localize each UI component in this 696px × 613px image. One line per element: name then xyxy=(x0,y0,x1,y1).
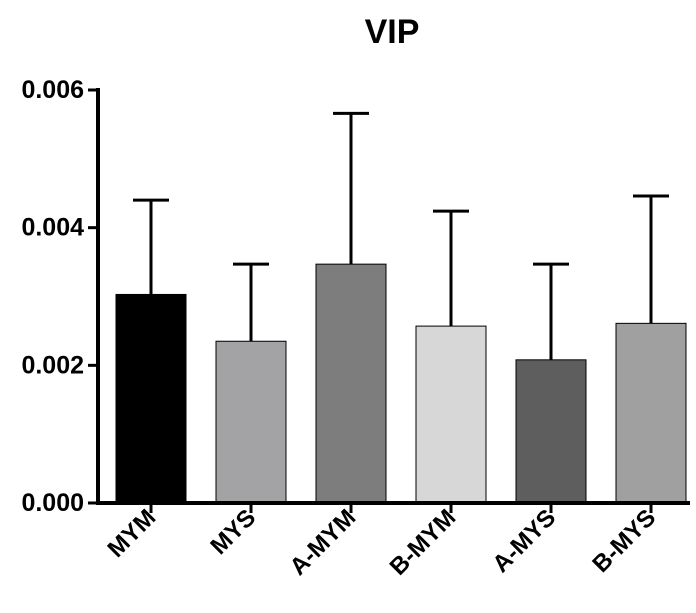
x-tick-label-a-mys: A-MYS xyxy=(487,504,561,578)
x-tick-label-mys: MYS xyxy=(205,504,261,560)
bar-a-mys xyxy=(515,359,587,504)
y-tick-label-0: 0.000 xyxy=(21,489,84,517)
y-tick-label-3: 0.006 xyxy=(21,76,84,104)
chart-title: VIP xyxy=(365,13,420,51)
x-tick-label-a-mym: A-MYM xyxy=(285,504,362,581)
x-tick-label-b-mys: B-MYS xyxy=(587,504,661,578)
bar-mym xyxy=(115,293,187,504)
bars-group xyxy=(115,263,687,504)
y-axis: 0.000 0.002 0.004 0.006 xyxy=(21,76,100,517)
x-tick-label-b-mym: B-MYM xyxy=(385,504,462,581)
y-tick-label-1: 0.002 xyxy=(21,351,84,379)
bar-mys xyxy=(215,340,287,504)
error-bars-group xyxy=(133,111,669,360)
x-axis: MYM MYS A-MYM B-MYM A-MYS B-MYS xyxy=(96,501,690,581)
y-tick-label-2: 0.004 xyxy=(21,214,84,242)
bar-b-mym xyxy=(415,325,487,504)
bar-b-mys xyxy=(615,322,687,504)
bar-a-mym xyxy=(315,263,387,504)
